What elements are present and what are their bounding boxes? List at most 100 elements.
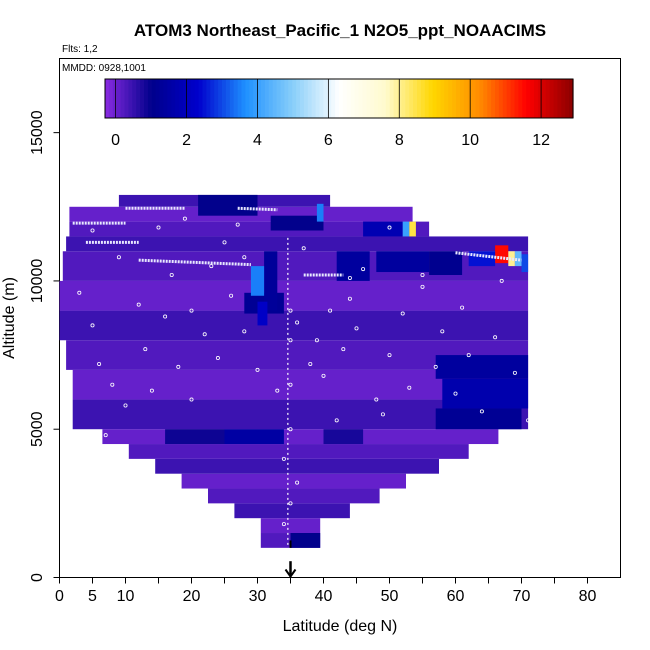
sample-point — [328, 308, 333, 313]
colorbar-segment — [108, 79, 114, 118]
colorbar-segment — [253, 79, 258, 118]
field-cell — [442, 378, 529, 409]
colorbar-segment — [498, 79, 504, 118]
x-tick-label: 70 — [513, 588, 531, 605]
colorbar-segment — [569, 79, 574, 118]
field-cell — [316, 203, 324, 222]
colorbar-segment — [342, 79, 348, 118]
field-band — [181, 473, 406, 489]
colorbar-segment — [140, 79, 145, 118]
colorbar-segment — [190, 79, 196, 118]
colorbar-segment — [370, 79, 375, 118]
colorbar-segment — [175, 79, 180, 118]
field-cell — [429, 251, 463, 275]
sample-point — [387, 353, 392, 358]
colorbar-segment — [487, 79, 492, 118]
colorbar-segment — [155, 79, 161, 118]
colorbar-segment — [261, 79, 266, 118]
colorbar-segment — [413, 79, 418, 118]
colorbar-segment — [537, 79, 543, 118]
colorbar-segment — [483, 79, 488, 118]
sample-point — [466, 353, 471, 358]
colorbar-segment — [522, 79, 527, 118]
sample-point — [189, 308, 194, 313]
field-cell — [508, 251, 515, 267]
sample-point — [295, 480, 300, 485]
colorbar-segment — [495, 79, 500, 118]
sample-point — [90, 228, 95, 233]
colorbar-segment — [272, 79, 278, 118]
field-cell — [290, 533, 321, 548]
colorbar-tick-label: 2 — [182, 132, 191, 149]
sample-point — [136, 302, 141, 307]
colorbar-segment — [214, 79, 219, 118]
field-band — [102, 429, 499, 445]
sample-point — [288, 308, 293, 313]
colorbar-segment — [171, 79, 176, 118]
colorbar-segment — [315, 79, 321, 118]
colorbar-segment — [557, 79, 562, 118]
field-cell — [224, 429, 284, 445]
colorbar-segment — [561, 79, 566, 118]
x-tick-label: 10 — [117, 588, 135, 605]
colorbar-segment — [237, 79, 243, 118]
sample-point — [288, 382, 293, 387]
field-cell — [270, 215, 324, 231]
sample-points — [77, 216, 531, 527]
sample-point — [347, 275, 352, 280]
field-cell — [376, 251, 430, 273]
colorbar-segment — [553, 79, 558, 118]
colorbar-segment — [241, 79, 246, 118]
colorbar-segment — [112, 79, 118, 118]
colorbar-segment — [136, 79, 141, 118]
sample-point — [281, 456, 286, 461]
sample-point — [380, 412, 385, 417]
colorbar-segment — [206, 79, 211, 118]
colorbar-segment — [491, 79, 496, 118]
sample-point — [288, 501, 293, 506]
colorbar-tick-label: 0 — [111, 132, 120, 149]
colorbar-segment — [124, 79, 129, 118]
colorbar-segment — [257, 79, 262, 118]
colorbar-segment — [346, 79, 352, 118]
colorbar-segment — [534, 79, 539, 118]
sample-point — [321, 373, 326, 378]
sample-point — [460, 305, 465, 310]
colorbar-tick-label: 6 — [324, 132, 333, 149]
sample-point — [493, 335, 498, 340]
colorbar-segment — [132, 79, 137, 118]
colorbar-segment — [186, 79, 192, 118]
sample-point — [526, 418, 531, 423]
field-cell — [514, 251, 522, 267]
colorbar-segment — [179, 79, 184, 118]
colorbar-segment — [245, 79, 250, 118]
sample-point — [288, 338, 293, 343]
colorbar-segment — [300, 79, 305, 118]
colorbar-segment — [249, 79, 254, 118]
field-band — [208, 488, 380, 504]
sample-point — [387, 225, 392, 230]
x-tick-label: 0 — [55, 588, 64, 605]
colorbar-segment — [229, 79, 235, 118]
x-tick-label: 30 — [249, 588, 267, 605]
colorbar-segment — [471, 79, 477, 118]
colorbar-segment — [420, 79, 426, 118]
sample-point — [361, 267, 366, 272]
colorbar-segment — [366, 79, 371, 118]
sample-point — [400, 311, 405, 316]
field-cell — [250, 266, 265, 296]
colorbar-segment — [307, 79, 313, 118]
sample-point — [97, 361, 102, 366]
colorbar-segment — [463, 79, 469, 118]
colorbar-segment — [444, 79, 449, 118]
sample-point — [77, 290, 82, 295]
sample-point — [255, 367, 260, 372]
sample-point — [90, 323, 95, 328]
field-cell — [495, 245, 509, 264]
colorbar-segment — [151, 79, 157, 118]
sample-point — [453, 391, 458, 396]
colorbar-segment — [436, 79, 441, 118]
colorbar-segment — [432, 79, 438, 118]
colorbar-segment — [456, 79, 461, 118]
